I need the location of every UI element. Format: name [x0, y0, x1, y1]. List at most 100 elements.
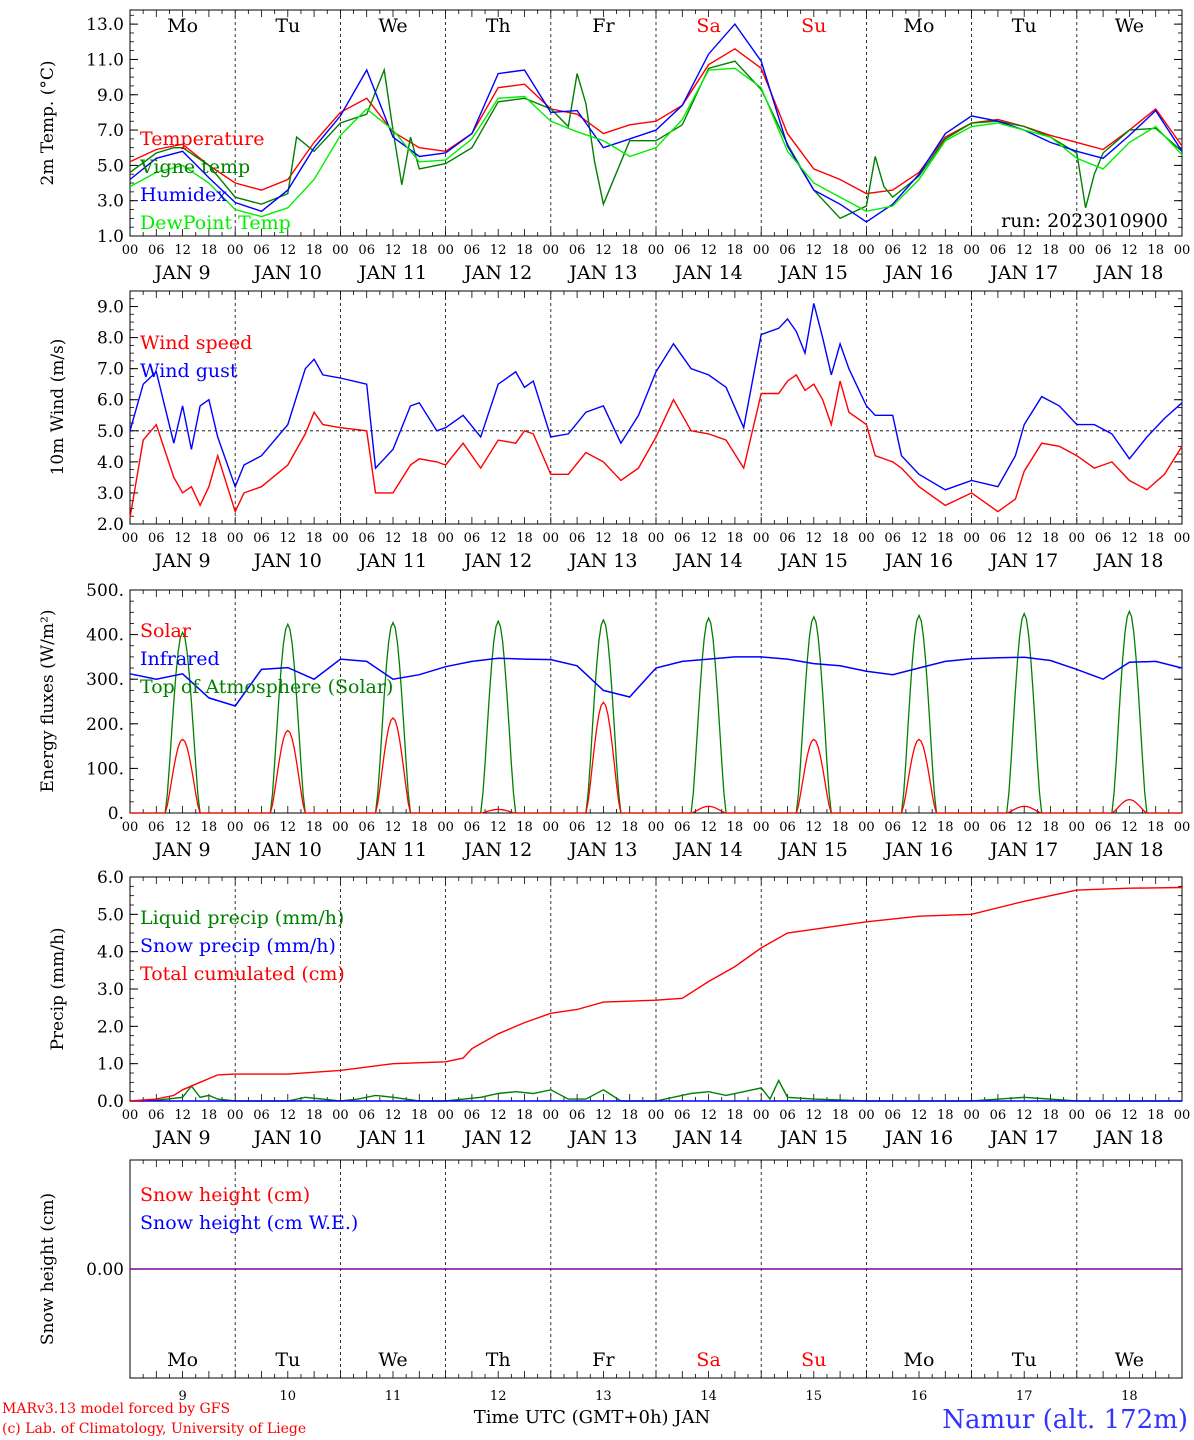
toa-solar-line — [971, 611, 1077, 814]
hour-tick-label: 12 — [385, 820, 402, 835]
hour-tick-label: 18 — [201, 243, 218, 258]
hour-tick-label: 00 — [122, 820, 139, 835]
wind-speedline — [129, 373, 1183, 518]
hour-tick-label: 06 — [358, 820, 375, 835]
hour-tick-label: 18 — [516, 820, 533, 835]
legend-entry: Wind speed — [140, 332, 252, 354]
wind-panel: 2.0 3.0 4.0 5.0 6.0 7.0 8.0 9.0 00 06 12 18 JAN 9 00 0… — [48, 290, 1190, 572]
hour-tick-label: 12 — [1121, 820, 1138, 835]
hour-tick-label: 18 — [1147, 243, 1164, 258]
y-tick-label: 2.0 — [97, 1017, 124, 1037]
hour-tick-label: 06 — [1095, 243, 1112, 258]
hour-tick-label: 00 — [963, 820, 980, 835]
weekday-label: Su — [801, 15, 826, 37]
y-tick-label: 6.0 — [97, 868, 124, 888]
date-label: JAN 11 — [357, 1127, 427, 1149]
date-label: JAN 9 — [153, 262, 211, 284]
hour-tick-label: 06 — [779, 820, 796, 835]
hour-tick-label: 12 — [174, 820, 191, 835]
hour-tick-label: 18 — [306, 1108, 323, 1123]
hour-tick-label: 00 — [122, 243, 139, 258]
weekday-label: Sa — [696, 15, 720, 37]
hour-tick-label: 12 — [1016, 243, 1033, 258]
hour-tick-label: 00 — [332, 1108, 349, 1123]
hour-tick-label: 12 — [911, 820, 928, 835]
date-label: JAN 9 — [153, 839, 211, 861]
hour-tick-label: 18 — [306, 531, 323, 546]
legend-entry: Liquid precip (mm/h) — [140, 907, 344, 929]
hour-tick-label: 18 — [1042, 820, 1059, 835]
day-number-label: 13 — [595, 1389, 612, 1404]
hour-tick-label: 18 — [727, 820, 744, 835]
hour-tick-label: 12 — [174, 1108, 191, 1123]
hour-tick-label: 06 — [884, 243, 901, 258]
weekday-label: We — [378, 15, 407, 37]
y-tick-label: 200. — [86, 715, 124, 735]
toa-solar-line — [1076, 609, 1182, 814]
hour-tick-label: 18 — [727, 243, 744, 258]
day-number-label: 10 — [280, 1389, 297, 1404]
lab-credit: (c) Lab. of Climatology, University of L… — [2, 1421, 306, 1437]
hour-tick-label: 06 — [674, 243, 691, 258]
solar-line — [130, 738, 236, 814]
date-label: JAN 16 — [883, 1127, 953, 1149]
hour-tick-label: 00 — [648, 820, 665, 835]
hour-tick-label: 00 — [227, 1108, 244, 1123]
hour-tick-label: 12 — [280, 820, 297, 835]
snow-panel: 0.00 Mo Tu We Th Fr Sa Su Mo Tu We 9 10 11 12 13 14 15 16 1… — [38, 1159, 1183, 1404]
y-tick-label: 500. — [86, 581, 124, 601]
day-number-label: 9 — [178, 1389, 186, 1404]
day-number-label: 16 — [911, 1389, 928, 1404]
hour-tick-label: 00 — [122, 1108, 139, 1123]
hour-tick-label: 06 — [253, 1108, 270, 1123]
hour-tick-label: 06 — [990, 820, 1007, 835]
hour-tick-label: 06 — [990, 531, 1007, 546]
weekday-label: Fr — [592, 1349, 615, 1371]
date-label: JAN 10 — [252, 262, 322, 284]
y-tick-label: 1.0 — [97, 227, 124, 247]
hour-tick-label: 06 — [253, 243, 270, 258]
hour-tick-label: 12 — [1121, 531, 1138, 546]
hour-tick-label: 00 — [648, 1108, 665, 1123]
snow-y-axis-label: Snow height (cm) — [38, 1193, 58, 1345]
hour-tick-label: 18 — [1042, 243, 1059, 258]
temperature-panel: 1.0 3.0 5.0 7.0 9.0 11.0 13.0 00 06 12 18 JAN 9 00 06… — [38, 9, 1190, 284]
hour-tick-label: 00 — [1069, 1108, 1086, 1123]
wind-y-axis-label: 10m Wind (m/s) — [48, 339, 68, 476]
hour-tick-label: 00 — [858, 820, 875, 835]
y-tick-label: 4.0 — [97, 453, 124, 473]
temperatureline — [129, 47, 1183, 195]
hour-tick-label: 06 — [779, 243, 796, 258]
legend-entry: Snow precip (mm/h) — [140, 935, 336, 957]
day-number-label: 17 — [1016, 1389, 1033, 1404]
run-label: run: 2023010900 — [1001, 210, 1168, 232]
weekday-label: Mo — [167, 15, 198, 37]
hour-tick-label: 12 — [806, 531, 823, 546]
hour-tick-label: 00 — [753, 1108, 770, 1123]
weekday-label: Tu — [275, 1349, 300, 1371]
hour-tick-label: 00 — [437, 1108, 454, 1123]
date-label: JAN 16 — [883, 262, 953, 284]
toa-solar-line — [445, 619, 551, 814]
day-number-label: 12 — [490, 1389, 507, 1404]
hour-tick-label: 00 — [543, 243, 560, 258]
dewpoint-templine — [129, 67, 1183, 218]
hour-tick-label: 12 — [490, 531, 507, 546]
hour-tick-label: 18 — [621, 1108, 638, 1123]
hour-tick-label: 12 — [700, 531, 717, 546]
hour-tick-label: 00 — [963, 531, 980, 546]
hour-tick-label: 06 — [1095, 531, 1112, 546]
hour-tick-label: 12 — [280, 531, 297, 546]
date-label: JAN 14 — [673, 1127, 743, 1149]
day-number-label: 11 — [385, 1389, 402, 1404]
date-label: JAN 18 — [1093, 550, 1163, 572]
hour-tick-label: 06 — [253, 820, 270, 835]
legend-entry: Vigne temp — [139, 156, 250, 178]
date-label: JAN 16 — [883, 550, 953, 572]
hour-tick-label: 12 — [490, 820, 507, 835]
hour-tick-label: 00 — [1069, 243, 1086, 258]
y-tick-label: 0. — [108, 804, 124, 824]
legend-entry: Top of Atmosphere (Solar) — [140, 676, 393, 698]
hour-tick-label: 18 — [727, 1108, 744, 1123]
y-tick-label: 400. — [86, 626, 124, 646]
